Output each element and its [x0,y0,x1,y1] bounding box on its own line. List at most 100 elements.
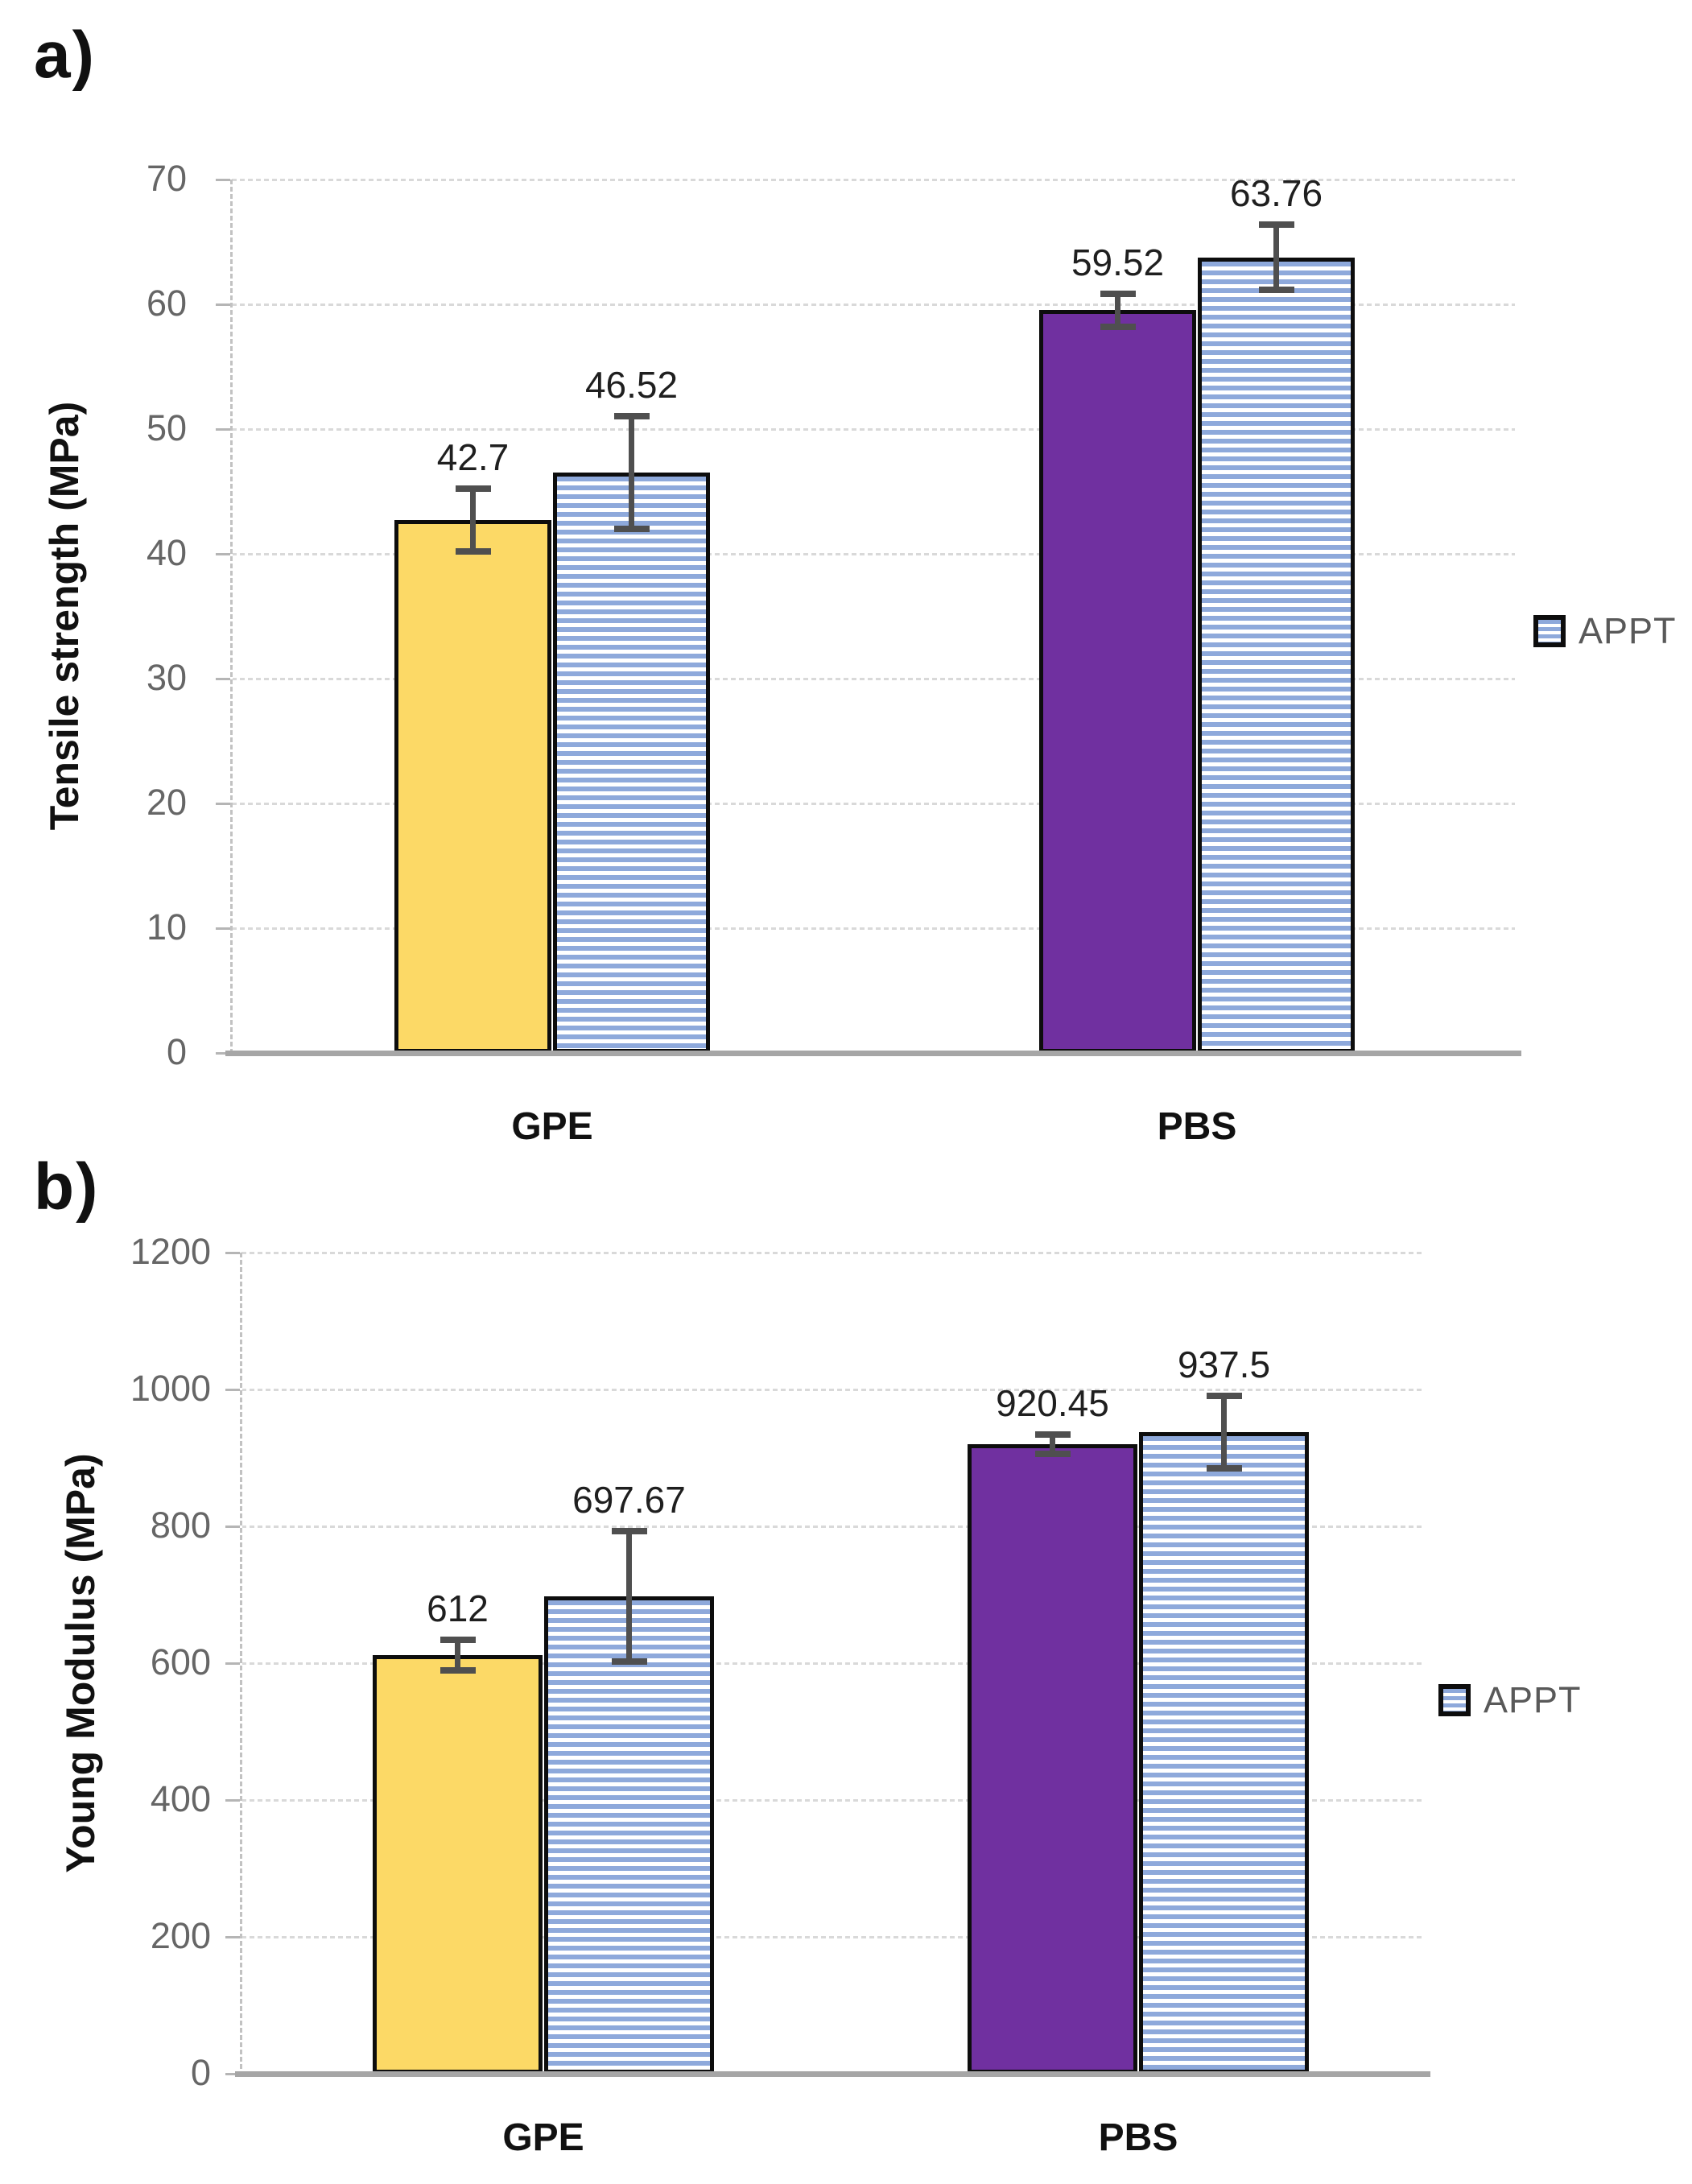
x-axis-line [235,2071,1430,2077]
data-label-gpe-untreated: 612 [427,1587,489,1630]
y-tick-mark-60 [216,303,230,306]
legend-label-b: APPT [1484,1679,1582,1720]
y-tick-mark-10 [216,927,230,930]
y-tick-mark-600 [225,1662,240,1665]
gridline-70 [232,179,1515,181]
bar-pbs-APPT [1139,1432,1309,2074]
gridline-20 [232,803,1515,805]
error-cap-bottom-pbs-untreated [1034,1450,1071,1457]
error-cap-bottom-gpe-untreated [455,547,491,555]
gridline-200 [241,1936,1424,1938]
error-cap-bottom-gpe-untreated [440,1666,476,1674]
y-axis-line [230,180,233,1053]
data-label-gpe-untreated: 42.7 [436,436,510,479]
error-bar-gpe-APPT [629,416,634,529]
error-cap-bottom-gpe-APPT [611,1658,647,1665]
error-bar-gpe-untreated [455,1640,460,1670]
y-tick-label-30: 30 [146,657,187,698]
y-tick-mark-400 [225,1799,240,1802]
error-cap-top-gpe-APPT [611,1528,647,1535]
error-bar-pbs-APPT [1273,225,1279,290]
y-tick-label-600: 600 [150,1641,211,1682]
error-cap-top-gpe-untreated [440,1637,476,1644]
data-label-pbs-APPT: 937.5 [1177,1344,1271,1386]
gridline-30 [232,678,1515,680]
bar-pbs-untreated [1039,310,1196,1053]
gridline-400 [241,1799,1424,1802]
gridline-60 [232,303,1515,306]
error-cap-top-gpe-APPT [613,413,650,420]
data-label-pbs-untreated: 59.52 [1071,242,1165,284]
y-tick-label-800: 800 [150,1505,211,1546]
y-tick-label-1000: 1000 [130,1368,211,1409]
y-tick-mark-0 [216,1052,230,1055]
error-cap-bottom-pbs-APPT [1258,287,1294,294]
bar-gpe-untreated [394,520,551,1053]
panel-label-b: b) [34,1150,100,1224]
x-axis-line [225,1051,1521,1056]
error-bar-gpe-untreated [470,489,476,551]
x-category-label-gpe: GPE [502,2116,584,2159]
bar-gpe-untreated [373,1654,543,2074]
error-cap-top-pbs-untreated [1034,1431,1071,1438]
error-cap-top-pbs-APPT [1258,221,1294,229]
y-tick-label-400: 400 [150,1778,211,1819]
error-cap-top-gpe-untreated [455,485,491,493]
legend-label-a: APPT [1579,610,1677,651]
error-cap-top-pbs-APPT [1206,1393,1242,1400]
gridline-50 [232,428,1515,431]
x-category-label-pbs: PBS [1098,2116,1178,2159]
bar-pbs-APPT [1198,257,1355,1053]
y-tick-mark-30 [216,678,230,680]
error-cap-bottom-pbs-untreated [1100,323,1136,330]
x-category-label-gpe: GPE [511,1105,593,1148]
error-cap-bottom-pbs-APPT [1206,1465,1242,1472]
gridline-40 [232,553,1515,555]
y-tick-label-50: 50 [146,407,187,448]
legend-a: APPT [1533,610,1677,652]
y-tick-mark-1000 [225,1389,240,1391]
gridline-1200 [241,1252,1424,1254]
legend-b: APPT [1438,1679,1582,1721]
y-tick-label-200: 200 [150,1915,211,1956]
y-tick-mark-1200 [225,1252,240,1254]
y-axis-line [240,1253,242,2074]
y-tick-mark-200 [225,1936,240,1938]
bar-pbs-untreated [968,1443,1137,2074]
bar-gpe-APPT [553,472,710,1053]
gridline-600 [241,1662,1424,1665]
x-category-label-pbs: PBS [1157,1105,1237,1148]
y-tick-label-0: 0 [190,2052,211,2093]
y-tick-mark-70 [216,179,230,181]
error-bar-pbs-APPT [1221,1396,1227,1469]
y-tick-label-1200: 1200 [130,1231,211,1272]
y-tick-mark-50 [216,428,230,431]
bar-gpe-APPT [544,1596,714,2074]
error-bar-gpe-APPT [626,1531,632,1662]
y-tick-label-20: 20 [146,782,187,823]
data-label-pbs-untreated: 920.45 [996,1381,1109,1424]
gridline-10 [232,927,1515,930]
y-tick-mark-800 [225,1525,240,1528]
data-label-gpe-APPT: 46.52 [584,364,679,407]
y-tick-mark-0 [225,2073,240,2075]
error-cap-bottom-gpe-APPT [613,525,650,532]
error-cap-top-pbs-untreated [1100,291,1136,298]
legend-hatch-swatch-icon [1533,615,1566,647]
panel-label-a: a) [34,19,96,92]
y-tick-label-10: 10 [146,906,187,948]
y-tick-label-70: 70 [146,158,187,199]
error-bar-pbs-untreated [1115,294,1120,327]
data-label-gpe-APPT: 697.67 [572,1479,686,1521]
y-tick-label-60: 60 [146,283,187,324]
data-label-pbs-APPT: 63.76 [1229,172,1323,215]
gridline-800 [241,1525,1424,1528]
y-tick-mark-40 [216,553,230,555]
gridline-1000 [241,1389,1424,1391]
y-tick-mark-20 [216,803,230,805]
y-tick-label-0: 0 [166,1031,187,1072]
error-bar-pbs-untreated [1050,1434,1055,1454]
